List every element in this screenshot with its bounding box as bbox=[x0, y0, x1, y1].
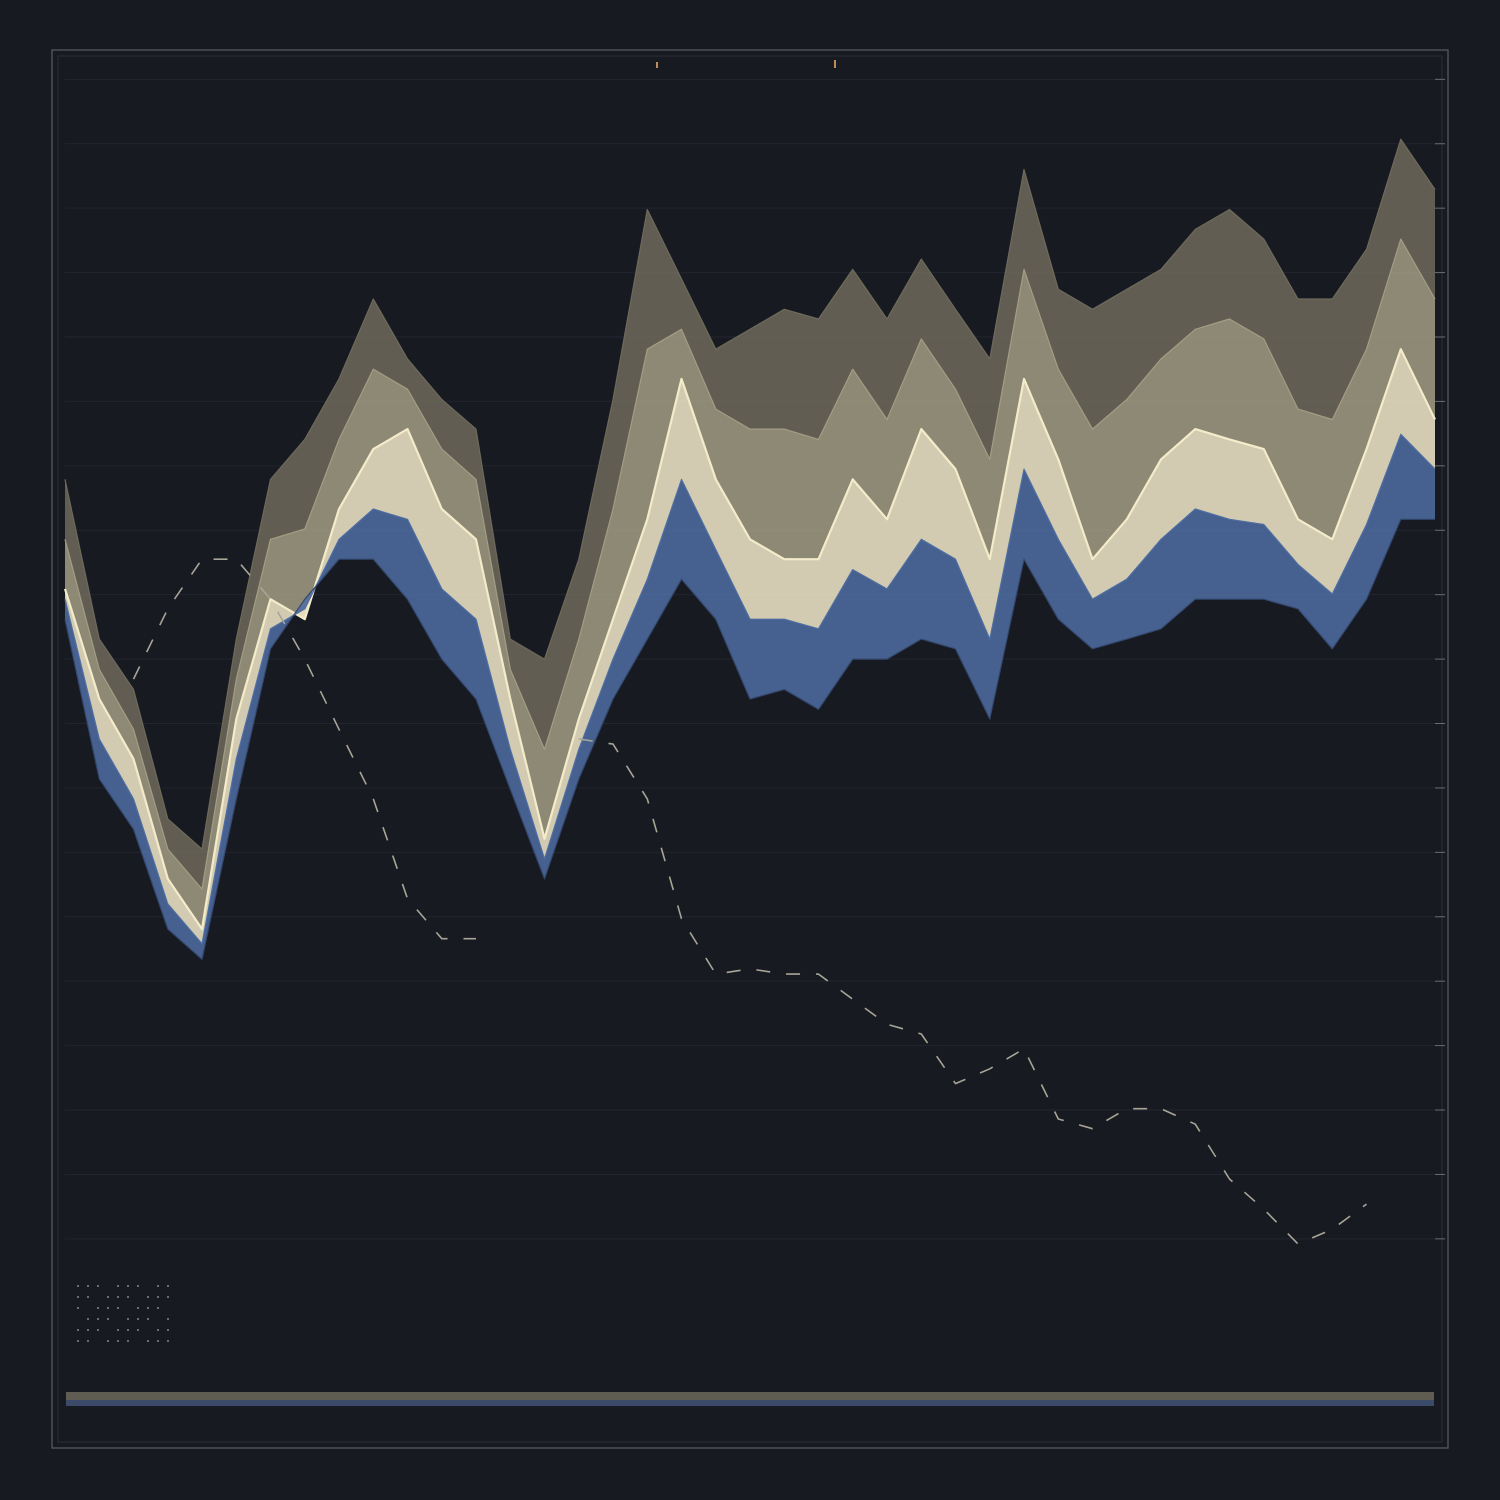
dot bbox=[117, 1307, 119, 1309]
dot bbox=[167, 1285, 169, 1287]
series-line bbox=[64, 238, 1436, 890]
dot bbox=[137, 1318, 139, 1320]
band bbox=[65, 239, 1435, 930]
dot bbox=[167, 1340, 169, 1342]
dot bbox=[77, 1296, 79, 1298]
dot bbox=[157, 1296, 159, 1298]
dot bbox=[77, 1307, 79, 1309]
strip-top bbox=[66, 1392, 1434, 1400]
dot bbox=[117, 1285, 119, 1287]
dot bbox=[157, 1340, 159, 1342]
dot bbox=[107, 1318, 109, 1320]
dot-pattern bbox=[77, 1285, 169, 1342]
dot bbox=[127, 1329, 129, 1331]
band bbox=[65, 349, 1435, 944]
inner-frame bbox=[57, 55, 1443, 1443]
dot bbox=[127, 1285, 129, 1287]
dot bbox=[147, 1296, 149, 1298]
dot bbox=[157, 1329, 159, 1331]
dot bbox=[87, 1340, 89, 1342]
dashed-line bbox=[578, 738, 1367, 1245]
series-line bbox=[64, 138, 1436, 850]
dot bbox=[107, 1340, 109, 1342]
dot bbox=[137, 1329, 139, 1331]
frame bbox=[51, 49, 1449, 1449]
dashed-line bbox=[132, 558, 476, 940]
dot bbox=[77, 1329, 79, 1331]
strip-bottom bbox=[66, 1400, 1434, 1406]
dot bbox=[97, 1307, 99, 1309]
dot bbox=[97, 1285, 99, 1287]
dot bbox=[117, 1329, 119, 1331]
dot bbox=[167, 1318, 169, 1320]
dot bbox=[117, 1296, 119, 1298]
dot bbox=[127, 1318, 129, 1320]
band bbox=[65, 434, 1435, 960]
dot bbox=[167, 1329, 169, 1331]
dot bbox=[97, 1329, 99, 1331]
dot bbox=[107, 1307, 109, 1309]
bottom-strip bbox=[66, 1392, 1434, 1406]
dot bbox=[87, 1318, 89, 1320]
series-line bbox=[63, 348, 1436, 931]
dot bbox=[87, 1296, 89, 1298]
dot bbox=[107, 1296, 109, 1298]
dot bbox=[157, 1285, 159, 1287]
dot bbox=[127, 1340, 129, 1342]
dot bbox=[137, 1285, 139, 1287]
dot bbox=[117, 1340, 119, 1342]
dot bbox=[147, 1340, 149, 1342]
dot bbox=[137, 1307, 139, 1309]
dot bbox=[127, 1296, 129, 1298]
band bbox=[65, 139, 1435, 890]
series-line bbox=[64, 518, 1435, 960]
dot bbox=[77, 1285, 79, 1287]
dot bbox=[147, 1318, 149, 1320]
dot bbox=[167, 1296, 169, 1298]
dot bbox=[87, 1329, 89, 1331]
dot bbox=[147, 1307, 149, 1309]
dot bbox=[87, 1285, 89, 1287]
dot bbox=[77, 1340, 79, 1342]
dot bbox=[157, 1307, 159, 1309]
dot bbox=[97, 1318, 99, 1320]
